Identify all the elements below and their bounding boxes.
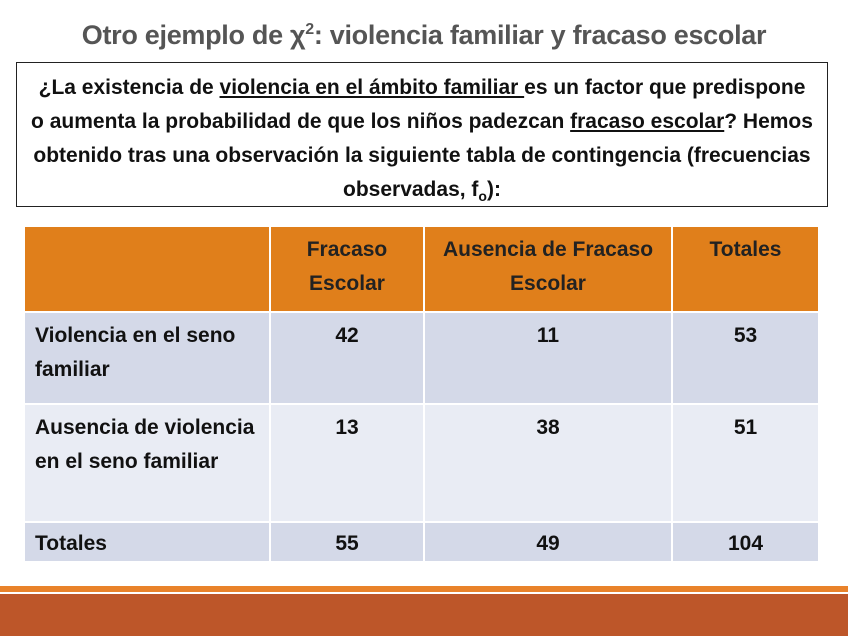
table-cell: 104 <box>671 521 820 563</box>
table-cell: 11 <box>423 311 673 405</box>
table-cell: 42 <box>269 311 425 405</box>
title-suffix: : violencia familiar y fracaso escolar <box>313 20 767 50</box>
table-header-row: Fracaso Escolar Ausencia de Fracaso Esco… <box>23 225 820 313</box>
slide-title: Otro ejemplo de χ2: violencia familiar y… <box>0 20 848 51</box>
footer-band <box>0 594 848 636</box>
title-prefix: Otro ejemplo de χ <box>81 20 306 50</box>
question-part2: es un factor que predispone o aumenta la… <box>31 76 806 133</box>
question-subscript: o <box>478 188 487 205</box>
row-label: Ausencia de violencia en el seno familia… <box>23 403 271 523</box>
table-row: Totales 55 49 104 <box>23 521 820 563</box>
row-label: Violencia en el seno familiar <box>23 311 271 405</box>
question-part3: ? Hemos obtenido tras una observación la… <box>33 110 813 201</box>
header-ausencia-fracaso: Ausencia de Fracaso Escolar <box>423 225 673 313</box>
question-part1: ¿La existencia de <box>38 76 220 99</box>
footer-accent-bar <box>0 586 848 592</box>
table-cell: 13 <box>269 403 425 523</box>
table-cell: 53 <box>671 311 820 405</box>
contingency-table: Fracaso Escolar Ausencia de Fracaso Esco… <box>23 225 820 563</box>
table-row: Violencia en el seno familiar 42 11 53 <box>23 311 820 405</box>
header-totales: Totales <box>671 225 820 313</box>
header-cell-empty <box>23 225 271 313</box>
row-label: Totales <box>23 521 271 563</box>
header-fracaso-escolar: Fracaso Escolar <box>269 225 425 313</box>
table-cell: 51 <box>671 403 820 523</box>
question-underline-fracaso: fracaso escolar <box>570 110 725 133</box>
table-cell: 49 <box>423 521 673 563</box>
question-box: ¿La existencia de violencia en el ámbito… <box>16 62 828 207</box>
table-cell: 55 <box>269 521 425 563</box>
table-row: Ausencia de violencia en el seno familia… <box>23 403 820 523</box>
question-underline-violencia: violencia en el ámbito familiar <box>219 76 525 99</box>
table-cell: 38 <box>423 403 673 523</box>
question-part4: ): <box>486 178 501 201</box>
title-superscript: 2 <box>305 21 314 38</box>
